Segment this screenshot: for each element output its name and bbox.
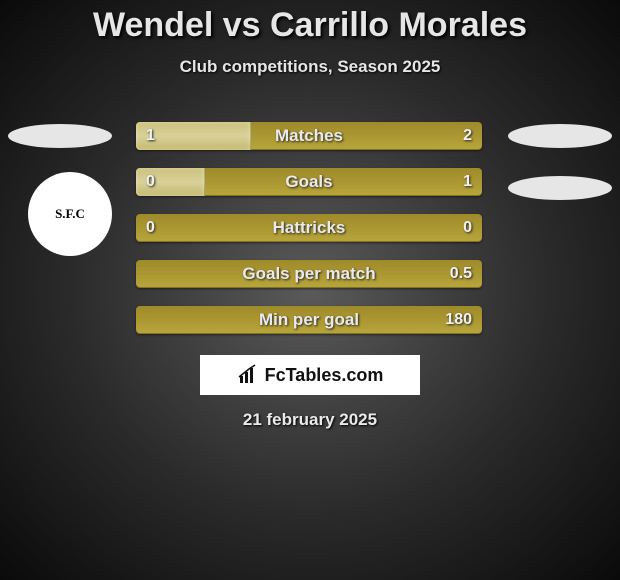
title: Wendel vs Carrillo Morales: [0, 0, 620, 45]
stat-row: 0.5Goals per match: [136, 260, 482, 288]
stat-label: Goals per match: [136, 260, 482, 288]
stat-value-right: 180: [445, 306, 472, 334]
stat-label: Min per goal: [136, 306, 482, 334]
chart-icon: [237, 364, 259, 386]
player-oval-left: [8, 124, 112, 148]
stat-label: Hattricks: [136, 214, 482, 242]
stat-row: 12Matches: [136, 122, 482, 150]
stat-row: 01Goals: [136, 168, 482, 196]
subtitle: Club competitions, Season 2025: [0, 57, 620, 77]
stat-rows: 12Matches 01Goals 0 0Hattricks 0.5Goals per …: [136, 122, 482, 352]
comparison-card: Wendel vs Carrillo Morales Club competit…: [0, 0, 620, 580]
stat-value-right: 2: [463, 122, 472, 150]
stat-value-right: 0.5: [450, 260, 472, 288]
stat-value-right: 0: [463, 214, 472, 242]
player-oval-right-1: [508, 124, 612, 148]
stat-fill-left: [136, 168, 205, 196]
stat-row: 180Min per goal: [136, 306, 482, 334]
brand-box: FcTables.com: [200, 355, 420, 395]
stat-value-right: 1: [463, 168, 472, 196]
stat-fill-left: [136, 122, 251, 150]
player-oval-right-2: [508, 176, 612, 200]
date-text: 21 february 2025: [0, 410, 620, 430]
brand-text: FcTables.com: [265, 365, 384, 386]
stat-row: 0 0Hattricks: [136, 214, 482, 242]
stat-value-left: 0: [146, 214, 155, 242]
club-badge-text: S.F.C: [55, 207, 85, 221]
club-badge-left: S.F.C: [28, 172, 112, 256]
